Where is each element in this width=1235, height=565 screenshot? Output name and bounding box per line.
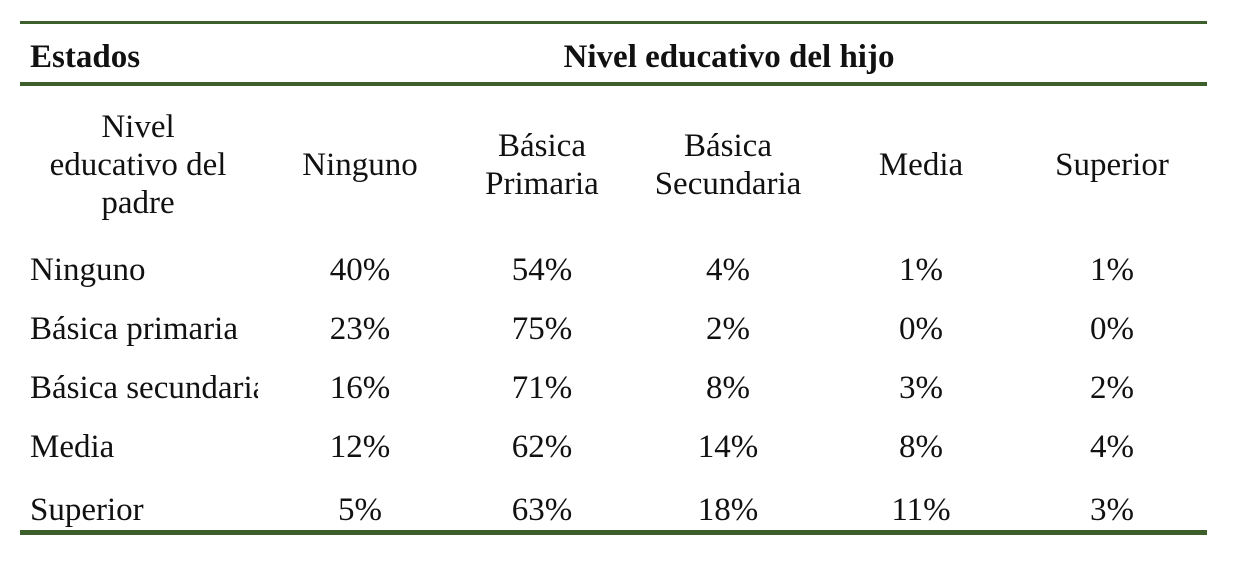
table-top-rule <box>20 21 1207 24</box>
row-label: Superior <box>30 494 144 527</box>
column-header-basica-secundaria: Básica Secundaria <box>636 92 820 238</box>
table-cell: 4% <box>706 252 750 288</box>
table-cell: 8% <box>899 429 943 465</box>
table-cell: 8% <box>706 370 750 406</box>
row-label: Media <box>30 431 115 464</box>
table-cell: 75% <box>511 311 573 347</box>
table-cell: 2% <box>706 311 750 347</box>
table-cell: 18% <box>697 492 759 528</box>
row-label: Básica secundaria <box>30 372 258 405</box>
table-cell: 54% <box>511 252 573 288</box>
table-cell: 71% <box>511 370 573 406</box>
table-cell: 63% <box>511 492 573 528</box>
column-header-superior: Superior <box>1024 92 1200 238</box>
table-cell: 5% <box>338 492 382 528</box>
table-cell: 0% <box>1090 311 1134 347</box>
table-cell: 3% <box>899 370 943 406</box>
table-cell: 11% <box>891 492 951 528</box>
column-header-line: padre <box>101 185 175 221</box>
table-bottom-rule <box>20 530 1207 535</box>
column-header-line: Nivel <box>101 109 175 145</box>
table-cell: 12% <box>329 429 391 465</box>
column-header-nivel-padre: Nivel educativo del padre <box>22 92 254 238</box>
row-label: Básica primaria <box>30 313 238 346</box>
table-header-estados: Estados <box>30 39 141 75</box>
column-header-line: Secundaria <box>654 166 802 202</box>
column-header-basica-primaria: Básica Primaria <box>462 92 622 238</box>
table-cell: 1% <box>1090 252 1134 288</box>
table-cell: 62% <box>511 429 573 465</box>
column-header-ninguno: Ninguno <box>284 92 436 238</box>
table-header-rule <box>20 82 1207 86</box>
column-header-media: Media <box>844 92 998 238</box>
table-cell: 2% <box>1090 370 1134 406</box>
column-header-line: Básica <box>684 128 772 164</box>
column-header-line: Ninguno <box>302 147 418 183</box>
column-header-line: Básica <box>498 128 586 164</box>
table-cell: 4% <box>1090 429 1134 465</box>
row-label: Ninguno <box>30 254 146 287</box>
table-cell: 14% <box>697 429 759 465</box>
table-cell: 3% <box>1090 492 1134 528</box>
table-cell: 0% <box>899 311 943 347</box>
table-cell: 23% <box>329 311 391 347</box>
column-header-line: educativo del <box>49 147 227 183</box>
column-header-line: Superior <box>1055 147 1169 183</box>
table-cell: 40% <box>329 252 391 288</box>
table-header-nivel-hijo: Nivel educativo del hijo <box>563 39 895 75</box>
column-header-line: Media <box>878 147 964 183</box>
table-cell: 1% <box>899 252 943 288</box>
column-header-line: Primaria <box>485 166 599 202</box>
table-cell: 16% <box>329 370 391 406</box>
